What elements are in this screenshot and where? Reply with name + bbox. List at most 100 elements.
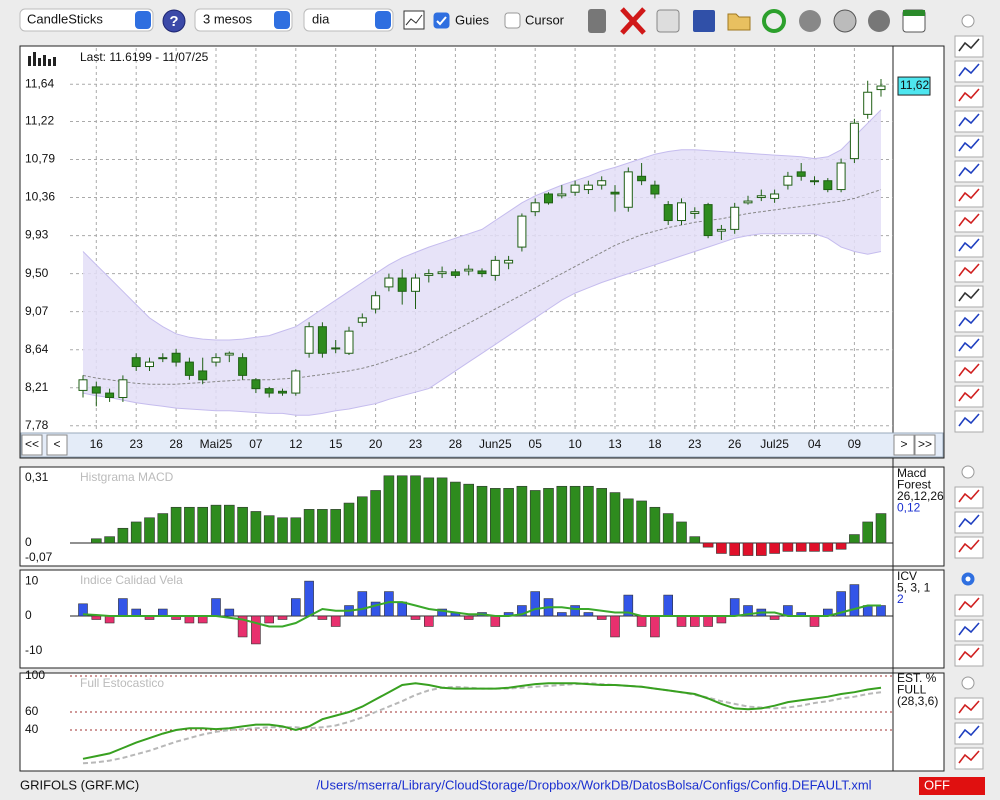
nav-button[interactable] <box>914 434 936 456</box>
bar <box>849 584 860 617</box>
candle-body <box>264 388 274 394</box>
panel-radio[interactable] <box>961 14 975 28</box>
candle-body <box>184 361 194 376</box>
bar <box>370 490 381 544</box>
cursor-checkbox[interactable] <box>504 12 521 29</box>
bar <box>157 513 169 544</box>
open-button[interactable] <box>727 13 751 31</box>
candle-body <box>384 277 394 288</box>
bar <box>356 496 368 544</box>
nav-button[interactable] <box>46 434 68 456</box>
web-button[interactable] <box>799 10 821 32</box>
candle-body <box>650 184 660 195</box>
y-tick-label: 10,36 <box>25 190 55 204</box>
chart-type-select[interactable] <box>19 8 154 32</box>
trash-button[interactable] <box>588 9 606 33</box>
cursor-label: Cursor <box>525 12 565 27</box>
bar <box>769 615 780 620</box>
panel-legend: (28,3,6) <box>897 694 938 708</box>
y-tick-label: 0,31 <box>25 470 49 484</box>
y-tick-label: 8,21 <box>25 380 49 394</box>
band-lower <box>82 233 882 416</box>
chart-icon-button[interactable] <box>403 10 425 30</box>
y-tick-label: 9,50 <box>25 266 49 280</box>
bar <box>703 615 713 627</box>
bar <box>569 485 581 544</box>
bar <box>131 608 141 617</box>
candle-body <box>810 180 819 183</box>
bar <box>610 615 620 638</box>
panel-legend: EST. % <box>897 671 937 685</box>
bar <box>529 490 541 544</box>
candle-body <box>198 370 208 381</box>
nav-button[interactable] <box>893 434 915 456</box>
settings-button[interactable] <box>868 10 890 32</box>
bar <box>809 542 820 552</box>
candle-body <box>637 175 647 182</box>
bar <box>822 542 834 552</box>
panel-legend: ICV <box>897 569 917 583</box>
bar <box>423 615 434 627</box>
stoch-k-line <box>82 682 882 760</box>
candle-body <box>849 122 859 160</box>
bar <box>370 601 381 617</box>
bar <box>835 542 847 550</box>
panel-legend: Forest <box>897 478 932 492</box>
save-button[interactable] <box>693 10 715 32</box>
bar <box>876 605 886 617</box>
tool-icon <box>958 188 980 202</box>
tool-icon <box>958 489 980 503</box>
bar <box>689 615 700 627</box>
delete-button[interactable] <box>620 7 646 35</box>
panel-legend: 0,12 <box>897 501 921 515</box>
bar <box>729 598 740 617</box>
help-button[interactable] <box>162 9 186 33</box>
symbol-label: GRIFOLS (GRF.MC) <box>20 777 139 792</box>
bar <box>503 488 514 544</box>
interval-select[interactable] <box>303 8 394 32</box>
bar <box>716 615 727 624</box>
bar <box>423 477 435 544</box>
candle-body <box>544 193 553 204</box>
bar <box>290 598 301 617</box>
bar <box>489 488 501 544</box>
bar <box>383 475 395 544</box>
currency-button[interactable] <box>833 9 857 33</box>
candle-body <box>238 357 248 376</box>
bar <box>197 615 208 624</box>
bar <box>596 488 608 544</box>
candle-body <box>716 228 726 232</box>
bar <box>251 615 261 645</box>
guides-checkbox[interactable] <box>433 12 450 29</box>
candle-body <box>663 204 673 222</box>
tool-icon <box>958 238 980 252</box>
x-tick-label: 15 <box>329 437 343 451</box>
config-path: /Users/mserra/Library/CloudStorage/Dropb… <box>316 777 871 792</box>
panel-title: Full Estocastico <box>80 676 164 690</box>
period-select[interactable] <box>194 8 293 32</box>
clipboard-button[interactable] <box>656 9 680 33</box>
tool-icon <box>958 700 980 714</box>
bar <box>743 605 753 617</box>
check-mark <box>436 16 447 26</box>
bar <box>264 615 275 624</box>
panel-radio[interactable] <box>961 465 975 479</box>
candle-body <box>863 91 873 115</box>
refresh-button[interactable] <box>762 9 786 33</box>
bar <box>250 511 262 544</box>
nav-button[interactable] <box>21 434 43 456</box>
bar <box>397 601 408 617</box>
candle-body <box>118 379 128 398</box>
candle-body <box>583 184 593 191</box>
x-tick-label: 18 <box>648 437 662 451</box>
panel-radio[interactable] <box>961 676 975 690</box>
nav-label: << <box>25 437 39 451</box>
candle-body <box>105 392 115 398</box>
candle-body <box>371 295 381 310</box>
panel-legend: Macd <box>897 466 926 480</box>
y-tick-label: 60 <box>25 704 39 718</box>
candle-body <box>570 184 580 193</box>
y-tick-label: 10,79 <box>25 152 55 166</box>
nav-label: > <box>900 437 907 451</box>
